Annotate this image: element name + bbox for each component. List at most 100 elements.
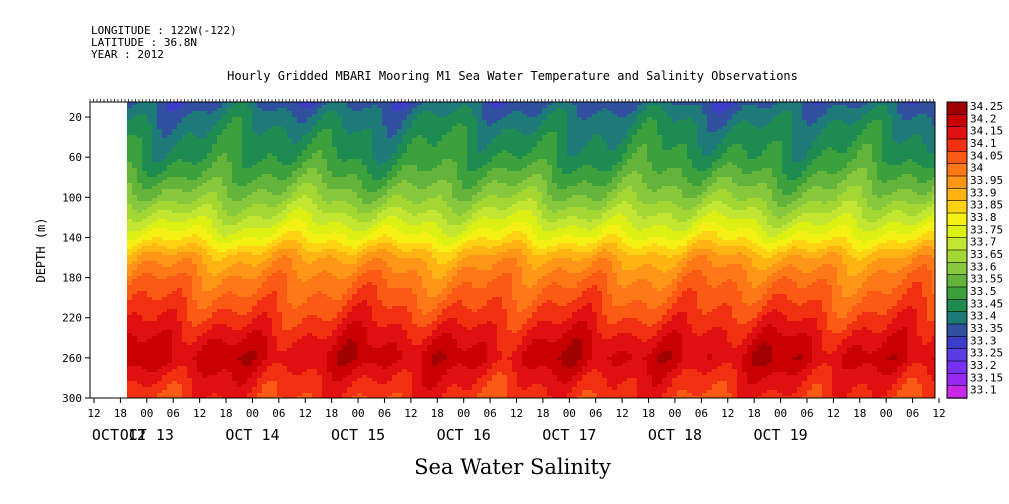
heatmap-cell: [332, 162, 338, 166]
heatmap-cell: [242, 225, 248, 229]
heatmap-cell: [172, 381, 178, 385]
heatmap-cell: [212, 303, 218, 307]
heatmap-cell: [197, 108, 203, 112]
heatmap-cell: [277, 381, 283, 385]
heatmap-cell: [317, 294, 323, 298]
heatmap-cell: [277, 240, 283, 244]
heatmap-cell: [222, 324, 228, 328]
heatmap-cell: [187, 252, 193, 256]
heatmap-cell: [222, 108, 228, 112]
heatmap-cell: [347, 252, 353, 256]
heatmap-cell: [247, 324, 253, 328]
heatmap-cell: [157, 192, 163, 196]
heatmap-cell: [267, 138, 273, 142]
heatmap-cell: [337, 243, 343, 247]
heatmap-cell: [212, 198, 218, 202]
heatmap-cell: [247, 180, 253, 184]
heatmap-cell: [197, 288, 203, 292]
heatmap-cell: [182, 327, 188, 331]
heatmap-cell: [257, 189, 263, 193]
heatmap-cell: [152, 330, 158, 334]
heatmap-cell: [287, 333, 293, 337]
heatmap-cell: [307, 120, 313, 124]
heatmap-cell: [232, 183, 238, 187]
heatmap-cell: [307, 108, 313, 112]
heatmap-cell: [192, 363, 198, 367]
heatmap-cell: [132, 186, 138, 190]
heatmap-cell: [167, 141, 173, 145]
heatmap-cell: [372, 231, 378, 235]
heatmap-cell: [207, 366, 213, 370]
heatmap-cell: [162, 246, 168, 250]
heatmap-cell: [232, 201, 238, 205]
heatmap-cell: [282, 312, 288, 316]
heatmap-cell: [237, 105, 243, 109]
heatmap-cell: [192, 396, 198, 398]
heatmap-cell: [167, 120, 173, 124]
heatmap-cell: [367, 105, 373, 109]
heatmap-cell: [347, 210, 353, 214]
heatmap-cell: [332, 393, 338, 397]
heatmap-cell: [342, 216, 348, 220]
heatmap-cell: [262, 369, 268, 373]
heatmap-cell: [197, 258, 203, 262]
heatmap-cell: [262, 120, 268, 124]
heatmap-cell: [317, 147, 323, 151]
heatmap-cell: [217, 141, 223, 145]
heatmap-cell: [167, 210, 173, 214]
heatmap-cell: [327, 186, 333, 190]
heatmap-cell: [302, 168, 308, 172]
heatmap-cell: [277, 390, 283, 394]
heatmap-cell: [147, 261, 153, 265]
heatmap-cell: [252, 117, 258, 121]
heatmap-cell: [297, 171, 303, 175]
heatmap-cell: [347, 201, 353, 205]
heatmap-cell: [197, 330, 203, 334]
heatmap-cell: [157, 291, 163, 295]
heatmap-cell: [192, 180, 198, 184]
heatmap-cell: [322, 135, 328, 139]
heatmap-cell: [212, 336, 218, 340]
heatmap-cell: [242, 318, 248, 322]
heatmap-cell: [222, 258, 228, 262]
heatmap-cell: [347, 384, 353, 388]
heatmap-cell: [242, 378, 248, 382]
heatmap-cell: [302, 207, 308, 211]
heatmap-cell: [362, 132, 368, 136]
heatmap-cell: [297, 138, 303, 142]
heatmap-cell: [162, 216, 168, 220]
heatmap-cell: [127, 180, 133, 184]
heatmap-cell: [142, 243, 148, 247]
heatmap-cell: [237, 180, 243, 184]
heatmap-cell: [372, 213, 378, 217]
heatmap-cell: [357, 102, 363, 106]
heatmap-cell: [377, 162, 383, 166]
heatmap-cell: [322, 105, 328, 109]
heatmap-cell: [142, 228, 148, 232]
heatmap-cell: [347, 129, 353, 133]
heatmap-cell: [247, 105, 253, 109]
heatmap-cell: [252, 123, 258, 127]
heatmap-cell: [337, 177, 343, 181]
heatmap-cell: [147, 387, 153, 391]
heatmap-cell: [207, 186, 213, 190]
heatmap-cell: [142, 309, 148, 313]
heatmap-cell: [202, 174, 208, 178]
heatmap-cell: [302, 345, 308, 349]
heatmap-cell: [197, 390, 203, 394]
heatmap-cell: [132, 258, 138, 262]
heatmap-cell: [152, 144, 158, 148]
heatmap-cell: [152, 225, 158, 229]
heatmap-cell: [312, 180, 318, 184]
heatmap-cell: [247, 327, 253, 331]
heatmap-cell: [282, 363, 288, 367]
heatmap-cell: [257, 375, 263, 379]
heatmap-cell: [357, 153, 363, 157]
heatmap-cell: [277, 243, 283, 247]
heatmap-cell: [162, 252, 168, 256]
heatmap-cell: [152, 243, 158, 247]
heatmap-cell: [152, 336, 158, 340]
heatmap-cell: [297, 270, 303, 274]
heatmap-cell: [367, 192, 373, 196]
heatmap-cell: [222, 315, 228, 319]
